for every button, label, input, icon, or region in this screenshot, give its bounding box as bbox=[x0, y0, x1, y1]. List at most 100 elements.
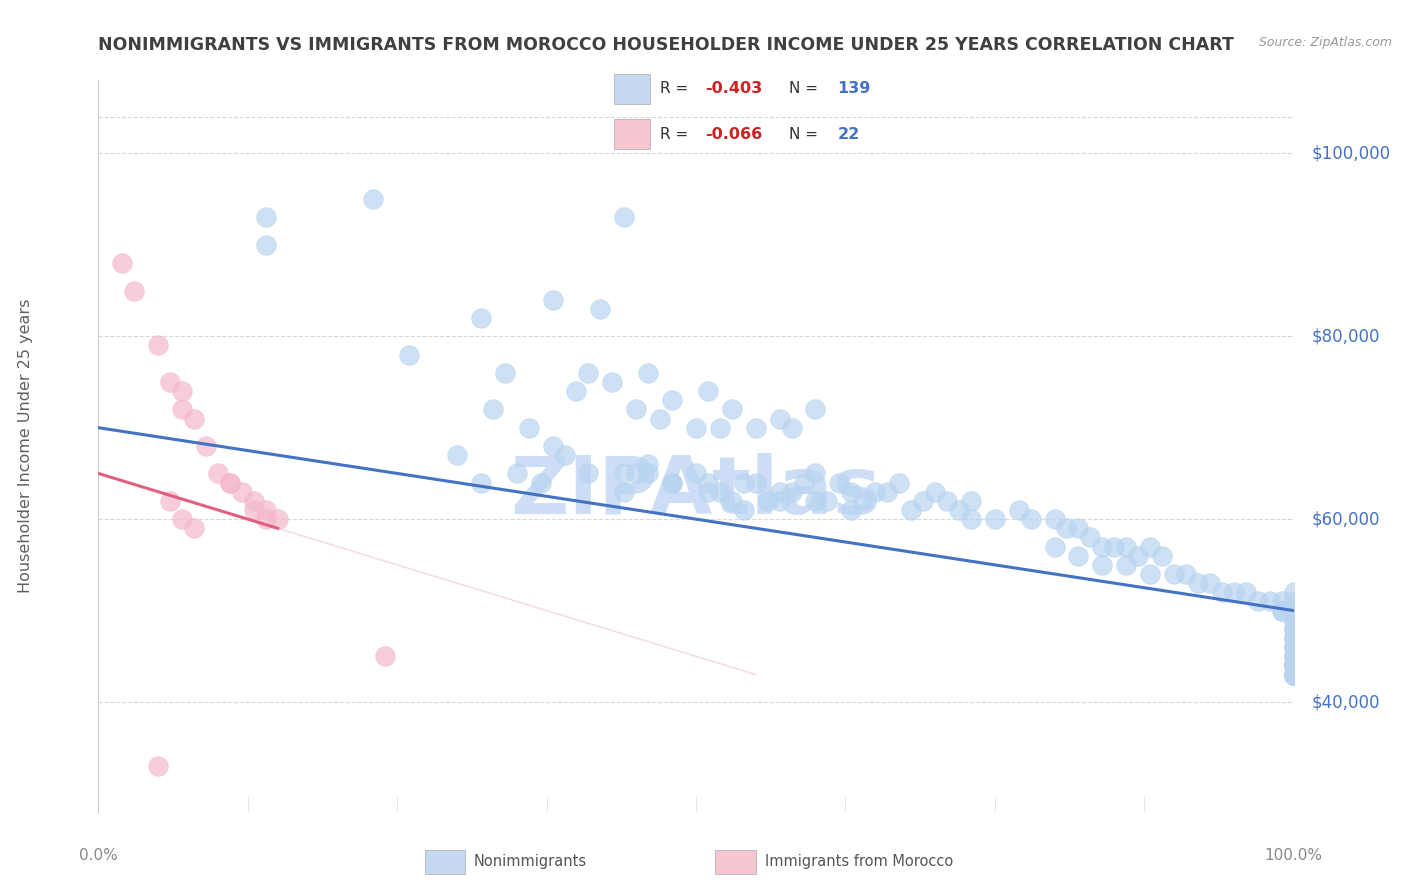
Point bbox=[1234, 585, 1257, 599]
Point bbox=[1282, 604, 1305, 618]
Point bbox=[1271, 594, 1294, 608]
Point bbox=[111, 256, 134, 270]
Point bbox=[1282, 667, 1305, 681]
Point bbox=[1091, 540, 1114, 554]
Text: R =: R = bbox=[659, 127, 693, 142]
Point bbox=[685, 467, 707, 481]
FancyBboxPatch shape bbox=[614, 120, 650, 149]
Text: -0.403: -0.403 bbox=[704, 81, 762, 96]
Point bbox=[242, 503, 264, 517]
Point bbox=[924, 484, 946, 499]
Point bbox=[1282, 658, 1305, 673]
Point bbox=[1043, 540, 1066, 554]
Point bbox=[254, 503, 277, 517]
Point bbox=[541, 293, 564, 307]
Point bbox=[1282, 631, 1305, 645]
Point bbox=[948, 503, 970, 517]
Point bbox=[648, 411, 672, 425]
Point bbox=[661, 475, 683, 490]
Point bbox=[554, 448, 576, 462]
Point bbox=[624, 467, 647, 481]
Point bbox=[839, 503, 862, 517]
Point bbox=[159, 494, 181, 508]
FancyBboxPatch shape bbox=[614, 74, 650, 103]
Point bbox=[768, 411, 790, 425]
Point bbox=[1139, 540, 1161, 554]
Point bbox=[889, 475, 911, 490]
Point bbox=[613, 467, 636, 481]
Point bbox=[1282, 594, 1305, 608]
Point bbox=[1282, 658, 1305, 673]
Text: N =: N = bbox=[789, 81, 823, 96]
Point bbox=[589, 301, 612, 316]
Text: N =: N = bbox=[789, 127, 823, 142]
Point bbox=[1282, 640, 1305, 655]
Point bbox=[1067, 549, 1090, 563]
Point bbox=[1080, 530, 1102, 544]
Text: $80,000: $80,000 bbox=[1312, 327, 1379, 345]
Point bbox=[1282, 649, 1305, 664]
Point bbox=[1282, 631, 1305, 645]
Point bbox=[685, 421, 707, 435]
Point bbox=[1246, 594, 1268, 608]
Point bbox=[768, 494, 790, 508]
Point bbox=[637, 458, 659, 472]
Point bbox=[1282, 667, 1305, 681]
Point bbox=[1282, 649, 1305, 664]
Point bbox=[172, 402, 194, 417]
Point bbox=[1150, 549, 1173, 563]
Point bbox=[815, 494, 838, 508]
Point bbox=[1282, 667, 1305, 681]
Point bbox=[506, 467, 529, 481]
Point bbox=[1282, 658, 1305, 673]
Point bbox=[1282, 640, 1305, 655]
Point bbox=[697, 484, 720, 499]
Point bbox=[756, 494, 779, 508]
Point bbox=[1175, 567, 1198, 582]
Point bbox=[1282, 667, 1305, 681]
Point bbox=[839, 484, 862, 499]
Point bbox=[1282, 613, 1305, 627]
Point bbox=[172, 384, 194, 399]
Point bbox=[1282, 667, 1305, 681]
Point bbox=[733, 503, 755, 517]
Text: Immigrants from Morocco: Immigrants from Morocco bbox=[765, 855, 953, 869]
Point bbox=[661, 475, 683, 490]
Point bbox=[745, 475, 768, 490]
Point bbox=[983, 512, 1005, 526]
Text: ZIPAtlas: ZIPAtlas bbox=[510, 453, 882, 531]
Point bbox=[1282, 658, 1305, 673]
Point bbox=[709, 421, 731, 435]
Text: $100,000: $100,000 bbox=[1312, 145, 1391, 162]
Text: $60,000: $60,000 bbox=[1312, 510, 1379, 528]
Point bbox=[1282, 658, 1305, 673]
Point bbox=[1282, 640, 1305, 655]
Point bbox=[374, 649, 396, 664]
Point bbox=[745, 421, 768, 435]
Point bbox=[446, 448, 468, 462]
Point bbox=[576, 467, 599, 481]
Point bbox=[709, 484, 731, 499]
Point bbox=[541, 439, 564, 453]
Point bbox=[697, 384, 720, 399]
Point bbox=[959, 512, 981, 526]
Point bbox=[1019, 512, 1042, 526]
Point bbox=[124, 284, 146, 298]
Point bbox=[1282, 622, 1305, 636]
Point bbox=[529, 475, 551, 490]
Point bbox=[780, 484, 803, 499]
Point bbox=[254, 512, 277, 526]
Point bbox=[1282, 658, 1305, 673]
FancyBboxPatch shape bbox=[425, 849, 465, 874]
Point bbox=[804, 402, 827, 417]
Point bbox=[661, 393, 683, 408]
Point bbox=[1271, 604, 1294, 618]
Point bbox=[470, 311, 492, 326]
Text: Source: ZipAtlas.com: Source: ZipAtlas.com bbox=[1258, 36, 1392, 49]
Point bbox=[1091, 558, 1114, 572]
Point bbox=[1282, 585, 1305, 599]
Point bbox=[254, 211, 277, 225]
Point bbox=[183, 521, 205, 535]
Point bbox=[242, 494, 264, 508]
Point bbox=[481, 402, 505, 417]
